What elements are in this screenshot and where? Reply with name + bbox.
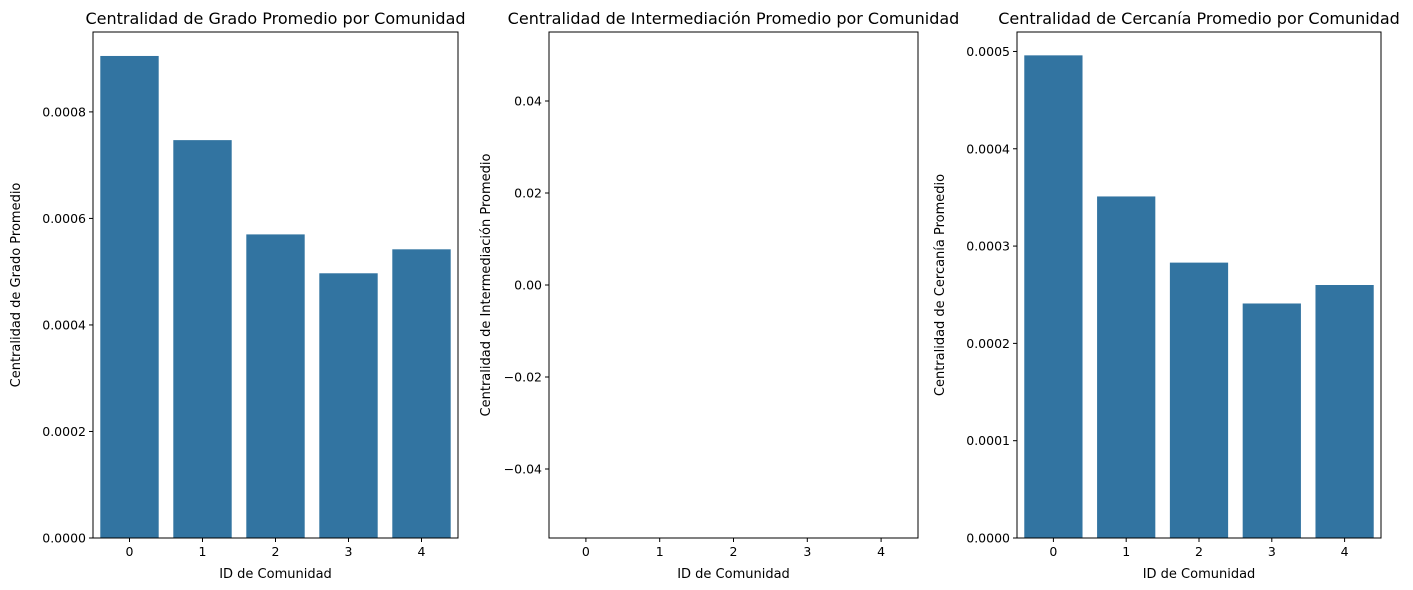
- y-axis-label-1: Centralidad de Intermediación Promedio: [479, 154, 494, 417]
- x-tick-label-1-2: 2: [730, 544, 738, 559]
- y-axis-label-0: Centralidad de Grado Promedio: [9, 183, 24, 388]
- plot-frame-1: [548, 31, 919, 539]
- chart-panel-2: 0 1 2 3 4 0.0000 0.0001 0.0002 0.0003 0.0004 0.000…: [933, 9, 1400, 582]
- x-tick-label-0-1: 1: [199, 544, 207, 559]
- bar-0-0: [100, 55, 159, 539]
- y-tick-label-0-2: 0.0004: [42, 317, 86, 332]
- y-tick-label-1-2: 0.00: [514, 278, 542, 293]
- y-tick-label-2-3: 0.0003: [966, 239, 1010, 254]
- y-tick-label-0-1: 0.0002: [42, 424, 86, 439]
- bar-2-3: [1242, 303, 1301, 538]
- x-tick-label-1-0: 0: [582, 544, 590, 559]
- y-tick-label-0-4: 0.0008: [42, 104, 86, 119]
- x-tick-label-2-1: 1: [1122, 544, 1130, 559]
- chart-title-1: Centralidad de Intermediación Promedio p…: [508, 9, 960, 28]
- x-tick-label-2-4: 4: [1341, 544, 1349, 559]
- y-tick-label-2-4: 0.0004: [966, 141, 1010, 156]
- y-tick-label-2-1: 0.0001: [966, 433, 1010, 448]
- bar-0-3: [319, 273, 378, 538]
- y-tick-label-1-1: −0.02: [504, 370, 542, 385]
- chart-panel-1: 0 1 2 3 4 −0.04 −0.02 0.00 0.02 0.04 Centralidad d…: [479, 9, 959, 582]
- bar-0-2: [246, 234, 305, 538]
- x-tick-label-0-0: 0: [126, 544, 134, 559]
- x-axis-label-1: ID de Comunidad: [677, 567, 790, 582]
- bar-0-1: [173, 140, 232, 538]
- y-tick-label-1-0: −0.04: [504, 462, 542, 477]
- x-tick-label-2-3: 3: [1268, 544, 1276, 559]
- y-tick-label-2-0: 0.0000: [966, 531, 1010, 546]
- x-tick-label-1-3: 3: [803, 544, 811, 559]
- x-tick-label-0-3: 3: [345, 544, 353, 559]
- bar-2-1: [1097, 196, 1156, 538]
- bar-0-4: [392, 249, 451, 538]
- x-axis-label-2: ID de Comunidad: [1143, 567, 1256, 582]
- bar-2-4: [1315, 285, 1374, 538]
- x-tick-label-2-2: 2: [1195, 544, 1203, 559]
- x-tick-label-1-1: 1: [656, 544, 664, 559]
- y-tick-label-1-3: 0.02: [514, 186, 542, 201]
- x-tick-label-1-4: 4: [877, 544, 885, 559]
- bar-2-2: [1169, 262, 1229, 538]
- y-tick-label-2-5: 0.0005: [966, 44, 1010, 59]
- x-axis-label-0: ID de Comunidad: [219, 567, 332, 582]
- chart-title-2: Centralidad de Cercanía Promedio por Com…: [998, 9, 1400, 28]
- y-tick-label-1-4: 0.04: [514, 94, 542, 109]
- chart-title-0: Centralidad de Grado Promedio por Comuni…: [85, 9, 465, 28]
- y-axis-label-2: Centralidad de Cercanía Promedio: [933, 174, 948, 396]
- y-tick-label-0-0: 0.0000: [42, 531, 86, 546]
- y-tick-label-0-3: 0.0006: [42, 211, 86, 226]
- bar-2-0: [1024, 55, 1083, 538]
- x-tick-label-0-4: 4: [418, 544, 426, 559]
- chart-panel-0: 0 1 2 3 4 0.0000 0.0002 0.0004 0.0006 0.0008 Centr…: [9, 9, 466, 582]
- x-tick-label-2-0: 0: [1049, 544, 1057, 559]
- x-tick-label-0-2: 2: [272, 544, 280, 559]
- y-tick-label-2-2: 0.0002: [966, 336, 1010, 351]
